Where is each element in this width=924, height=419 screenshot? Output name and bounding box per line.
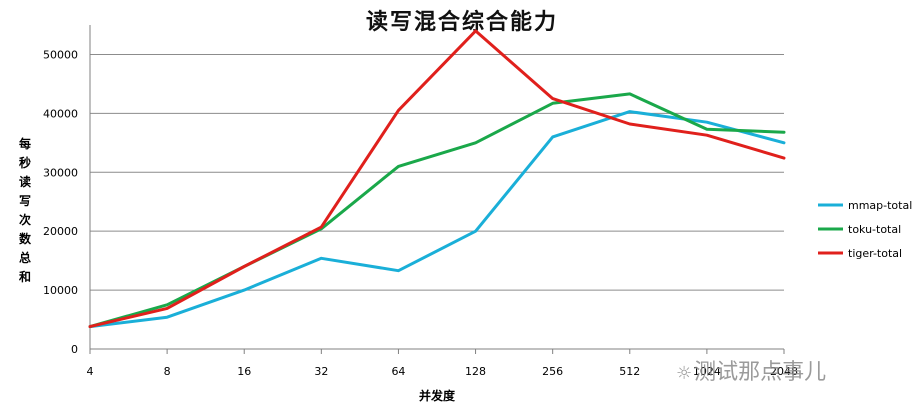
- y-tick-label: 20000: [43, 225, 78, 238]
- x-tick-label: 1024: [693, 365, 721, 378]
- legend-label: mmap-total: [848, 199, 912, 212]
- x-tick-label: 256: [542, 365, 563, 378]
- legend-label: toku-total: [848, 223, 901, 236]
- series-lines: [88, 29, 786, 329]
- x-tick-label: 512: [619, 365, 640, 378]
- y-tick-label: 50000: [43, 48, 78, 61]
- wechat-icon: ☼: [676, 363, 693, 384]
- series-line-mmap-total: [88, 110, 786, 329]
- y-tick-label: 30000: [43, 166, 78, 179]
- y-axis-title: 每秒读写次数总和: [18, 136, 32, 284]
- series-line-tiger-total: [88, 29, 786, 329]
- watermark-text: 测试那点事儿: [694, 360, 827, 385]
- axis-labels: 并发度 每秒读写次数总和: [18, 136, 456, 403]
- x-axis-title: 并发度: [419, 388, 456, 403]
- series-line-toku-total: [88, 92, 786, 329]
- y-tick-label: 40000: [43, 107, 78, 120]
- legend: mmap-total toku-total tiger-total: [818, 199, 912, 260]
- x-tick-label: 2048: [770, 365, 798, 378]
- gridlines: [90, 53, 784, 291]
- axes: 0 10000 20000 30000 40000 50000 4 8 16 32 64 128 256…: [43, 25, 798, 378]
- x-tick-label: 128: [465, 365, 486, 378]
- chart-title: 读写混合综合能力: [365, 9, 558, 35]
- x-tick-label: 32: [314, 365, 328, 378]
- y-tick-label: 0: [71, 343, 78, 356]
- x-tick-label: 64: [391, 365, 405, 378]
- x-tick-label: 4: [87, 365, 94, 378]
- legend-label: tiger-total: [848, 247, 902, 260]
- x-tick-label: 8: [164, 365, 171, 378]
- x-tick-label: 16: [237, 365, 251, 378]
- watermark: ☼测试那点事儿: [676, 354, 826, 386]
- y-tick-label: 10000: [43, 284, 78, 297]
